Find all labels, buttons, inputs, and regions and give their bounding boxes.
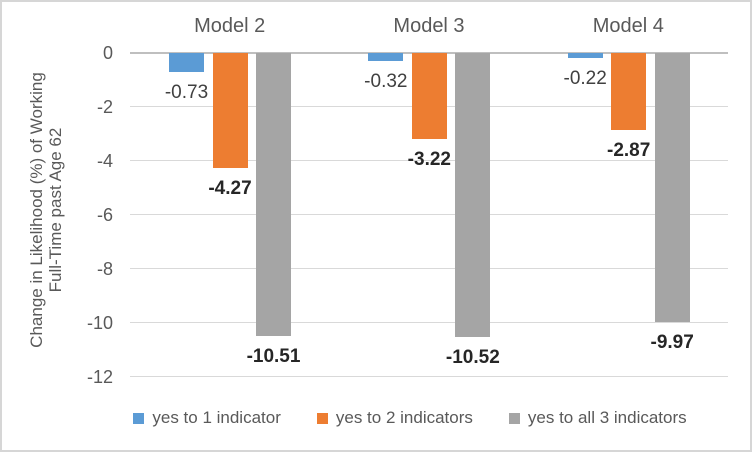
gridline [130,159,728,162]
y-tick-label: -10 [86,312,113,333]
legend-item-yes-to-2-indicators: yes to 2 indicators [316,407,473,429]
legend-item-yes-to-all-3-indicators: yes to all 3 indicators [508,407,687,429]
gridline [130,213,728,216]
bar-model-3-yes-to-2-indicators [411,52,447,140]
legend-item-yes-to-1-indicator: yes to 1 indicator [133,407,281,429]
y-tick-label: -8 [96,258,113,279]
legend-label: yes to all 3 indicators [527,408,687,427]
bar-model-2-yes-to-1-indicator [169,52,204,73]
data-label-model-3-yes-to-1-indicator: -0.32 [364,71,408,93]
legend-label: yes to 1 indicator [152,408,281,427]
gridline [130,375,728,378]
data-label-model-2-yes-to-all-3-indicators: -10.51 [246,346,301,368]
data-label-model-3-yes-to-all-3-indicators: -10.52 [445,346,500,368]
bar-model-4-yes-to-all-3-indicators [654,52,690,322]
bar-model-2-yes-to-all-3-indicators [256,52,291,337]
bar-model-2-yes-to-2-indicators [212,52,248,168]
data-label-model-4-yes-to-2-indicators: -2.87 [607,139,651,161]
legend: yes to 1 indicator yes to 2 indicators yes… [70,405,750,431]
gridline [130,321,728,324]
legend-swatch-icon [508,412,520,424]
data-label-model-3-yes-to-2-indicators: -3.22 [407,149,451,171]
bar-model-4-yes-to-1-indicator [567,52,603,59]
category-title-model-3: Model 3 [393,15,465,37]
y-tick-label: -2 [96,96,113,117]
data-label-model-4-yes-to-1-indicator: -0.22 [563,68,607,90]
gridline [130,267,728,270]
bar-model-3-yes-to-all-3-indicators [455,52,491,337]
data-label-model-2-yes-to-1-indicator: -0.73 [164,82,209,104]
bar-model-4-yes-to-2-indicators [611,52,647,130]
data-label-model-4-yes-to-all-3-indicators: -9.97 [650,331,694,353]
y-tick-label: 0 [102,42,113,63]
legend-swatch-icon [316,412,328,424]
data-label-model-2-yes-to-2-indicators: -4.27 [208,177,252,199]
bar-model-3-yes-to-1-indicator [368,52,404,62]
y-tick-label: -12 [86,366,113,387]
y-tick-label: -6 [96,204,113,225]
category-title-model-4: Model 4 [592,15,664,37]
legend-label: yes to 2 indicators [335,408,473,427]
legend-swatch-icon [133,412,145,424]
y-tick-label: -4 [96,150,113,171]
category-title-model-2: Model 2 [194,15,266,37]
